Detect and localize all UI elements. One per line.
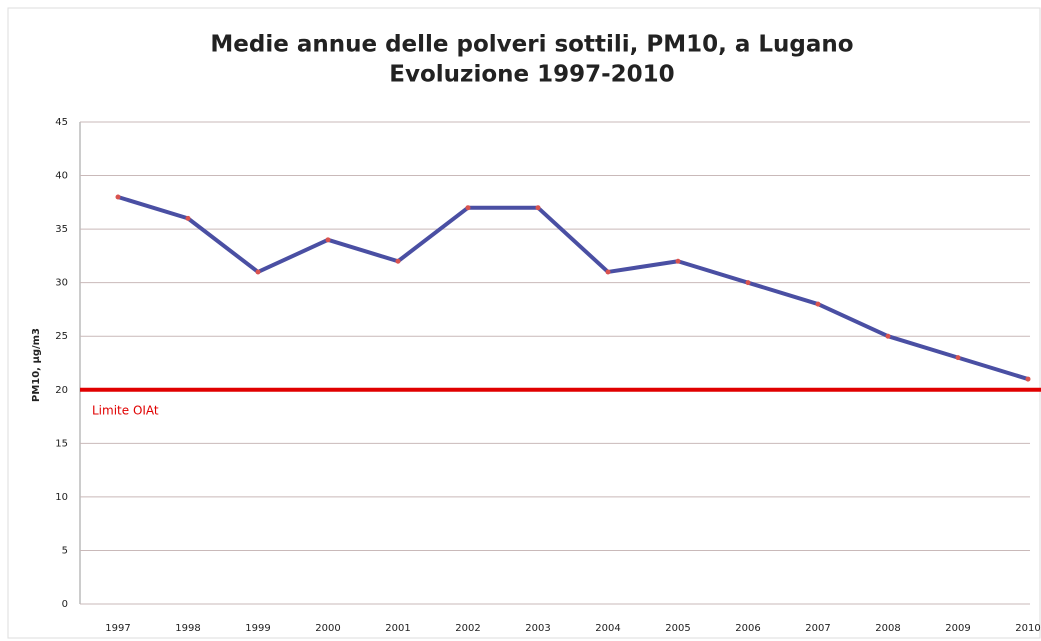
data-point (605, 269, 611, 275)
y-axis-label: PM10, µg/m3 (31, 328, 42, 402)
x-tick-label: 2007 (805, 623, 830, 634)
x-tick-label: 2010 (1015, 623, 1040, 634)
x-tick-label: 1999 (245, 623, 270, 634)
data-point (465, 205, 471, 211)
y-tick-label: 5 (62, 545, 68, 556)
x-tick-label: 2004 (595, 623, 620, 634)
x-tick-label: 2003 (525, 623, 550, 634)
y-tick-label: 30 (55, 278, 68, 289)
x-tick-label: 2000 (315, 623, 340, 634)
y-tick-label: 20 (55, 385, 68, 396)
data-point (1025, 376, 1031, 382)
data-line (117, 195, 1029, 381)
y-tick-label: 25 (55, 331, 68, 342)
y-tick-label: 40 (55, 171, 68, 182)
data-point (955, 355, 961, 361)
data-point (115, 194, 121, 200)
data-point (535, 205, 541, 211)
x-tick-label: 2002 (455, 623, 480, 634)
frame (7, 7, 1041, 639)
data-point (185, 215, 191, 221)
data-point (325, 237, 331, 243)
y-tick-label: 45 (55, 117, 68, 128)
data-point (815, 301, 821, 307)
x-tick-label: 2009 (945, 623, 970, 634)
y-tick-label: 15 (55, 438, 68, 449)
data-point (255, 269, 261, 275)
chart-title: Medie annue delle polveri sottili, PM10,… (210, 32, 853, 58)
chart-subtitle: Evoluzione 1997-2010 (389, 62, 674, 88)
x-tick-label: 1998 (175, 623, 200, 634)
data-point (885, 333, 891, 339)
x-tick-label: 1997 (105, 623, 130, 634)
x-tick-label: 2001 (385, 623, 410, 634)
reference-label-box (84, 393, 208, 426)
data-point (745, 280, 751, 286)
y-tick-label: 35 (55, 224, 68, 235)
data-point (395, 258, 401, 264)
data-point (675, 258, 681, 264)
x-tick-label: 2006 (735, 623, 760, 634)
y-tick-label: 10 (55, 492, 68, 503)
x-tick-label: 2008 (875, 623, 900, 634)
x-tick-label: 2005 (665, 623, 690, 634)
y-tick-label: 0 (62, 599, 68, 610)
reference-label: Limite OIAt (92, 403, 159, 417)
